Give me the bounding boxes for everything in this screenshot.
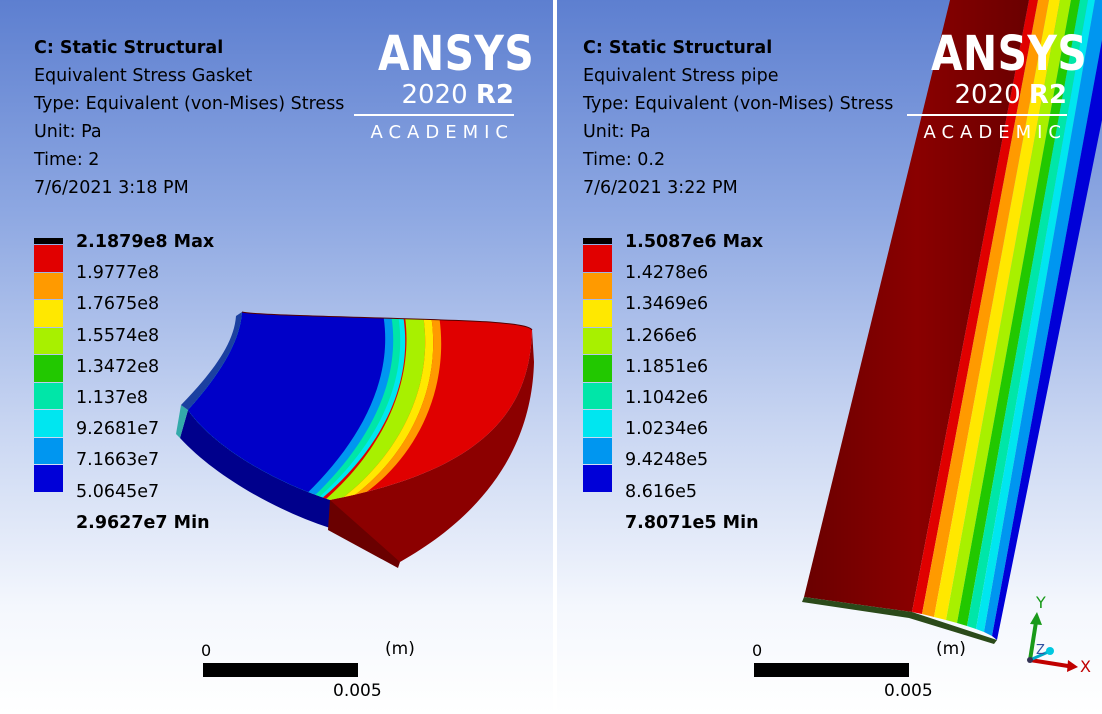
legend-swatch — [583, 410, 612, 437]
result-info: C: Static Structural Equivalent Stress p… — [583, 34, 893, 202]
legend-label: 1.1851e6 — [625, 356, 709, 377]
legend-swatch — [34, 300, 63, 327]
analysis-title: C: Static Structural — [583, 38, 773, 58]
logo-edition: ACADEMIC — [923, 121, 1067, 143]
legend-swatch — [583, 465, 612, 492]
legend-swatch — [583, 245, 612, 272]
ansys-logo: ANSYS 2020 R2 ACADEMIC — [354, 26, 535, 143]
legend-swatch — [583, 355, 612, 382]
gasket-model[interactable] — [0, 0, 553, 714]
legend-label: 9.2681e7 — [76, 419, 160, 440]
gasket-inner-side — [180, 410, 330, 528]
logo-edition: ACADEMIC — [370, 121, 514, 143]
result-date: 7/6/2021 3:18 PM — [34, 178, 189, 198]
scale-length: 0.005 — [884, 681, 933, 701]
scale-unit: (m) — [936, 639, 966, 659]
legend-swatch — [34, 238, 63, 244]
legend-label: 1.3472e8 — [76, 356, 160, 377]
legend-swatch — [583, 300, 612, 327]
pipe-model[interactable] — [557, 0, 1102, 714]
scale-bar-line — [203, 663, 358, 677]
legend-label: 1.137e8 — [76, 388, 148, 408]
legend-label: 9.4248e5 — [625, 450, 709, 471]
result-time: Time: 0.2 — [583, 150, 666, 170]
result-info: C: Static Structural Equivalent Stress G… — [34, 34, 344, 202]
legend-swatch — [34, 245, 63, 272]
analysis-title: C: Static Structural — [34, 38, 224, 58]
logo-version: 2020 — [401, 80, 468, 110]
result-type: Type: Equivalent (von-Mises) Stress — [34, 94, 345, 114]
axis-triad-icon[interactable]: Y X Z — [1008, 592, 1098, 682]
left-viewport[interactable]: C: Static Structural Equivalent Stress G… — [0, 0, 553, 714]
result-name: Equivalent Stress pipe — [583, 66, 779, 86]
legend-swatch — [583, 327, 612, 354]
legend-swatch — [34, 465, 63, 492]
result-name: Equivalent Stress Gasket — [34, 66, 253, 86]
ansys-logo: ANSYS 2020 R2 ACADEMIC — [907, 26, 1088, 143]
result-time: Time: 2 — [34, 150, 100, 170]
legend-label: 1.4278e6 — [625, 263, 709, 284]
legend-min-label: 7.8071e5 Min — [625, 512, 759, 533]
logo-version: 2020 — [954, 80, 1021, 110]
scale-zero: 0 — [201, 641, 212, 660]
logo-release: R2 — [475, 80, 514, 110]
legend-swatch — [34, 327, 63, 354]
legend-swatch — [34, 382, 63, 409]
logo-brand: ANSYS — [378, 26, 535, 82]
legend-label: 5.0645e7 — [76, 481, 160, 502]
legend-swatch — [583, 382, 612, 409]
legend-swatch — [34, 272, 63, 299]
triad-z-label: Z — [1036, 643, 1045, 658]
viewport-divider — [553, 0, 557, 714]
legend-swatch — [34, 437, 63, 464]
legend-label: 1.9777e8 — [76, 263, 160, 284]
legend-label: 1.7675e8 — [76, 294, 160, 315]
result-unit: Unit: Pa — [583, 122, 651, 142]
triad-x-label: X — [1080, 657, 1091, 676]
legend-swatch — [583, 238, 612, 244]
legend-label: 1.266e6 — [625, 325, 697, 346]
legend-max-label: 2.1879e8 Max — [76, 232, 215, 252]
logo-brand: ANSYS — [931, 26, 1088, 82]
gasket-outer-side — [330, 330, 534, 562]
legend-label: 7.1663e7 — [76, 450, 160, 471]
logo-divider — [907, 114, 1067, 116]
legend-swatch — [34, 355, 63, 382]
result-date: 7/6/2021 3:22 PM — [583, 178, 738, 198]
legend-label: 1.1042e6 — [625, 388, 709, 408]
scale-length: 0.005 — [333, 681, 382, 701]
legend-max-label: 1.5087e6 Max — [625, 232, 764, 252]
legend-swatch — [583, 272, 612, 299]
logo-divider — [354, 114, 514, 116]
result-type: Type: Equivalent (von-Mises) Stress — [583, 94, 894, 114]
scale-unit: (m) — [385, 639, 415, 659]
legend-label: 8.616e5 — [625, 481, 697, 502]
legend-label: 1.0234e6 — [625, 419, 709, 440]
legend-label: 1.5574e8 — [76, 325, 160, 346]
legend-swatch — [34, 410, 63, 437]
right-viewport[interactable]: C: Static Structural Equivalent Stress p… — [557, 0, 1102, 714]
result-unit: Unit: Pa — [34, 122, 102, 142]
legend-label: 1.3469e6 — [625, 294, 709, 315]
scale-zero: 0 — [752, 641, 763, 660]
logo-release: R2 — [1028, 80, 1067, 110]
legend-swatch — [583, 437, 612, 464]
legend-min-label: 2.9627e7 Min — [76, 512, 210, 533]
triad-y-label: Y — [1035, 593, 1046, 612]
scale-bar-line — [754, 663, 909, 677]
